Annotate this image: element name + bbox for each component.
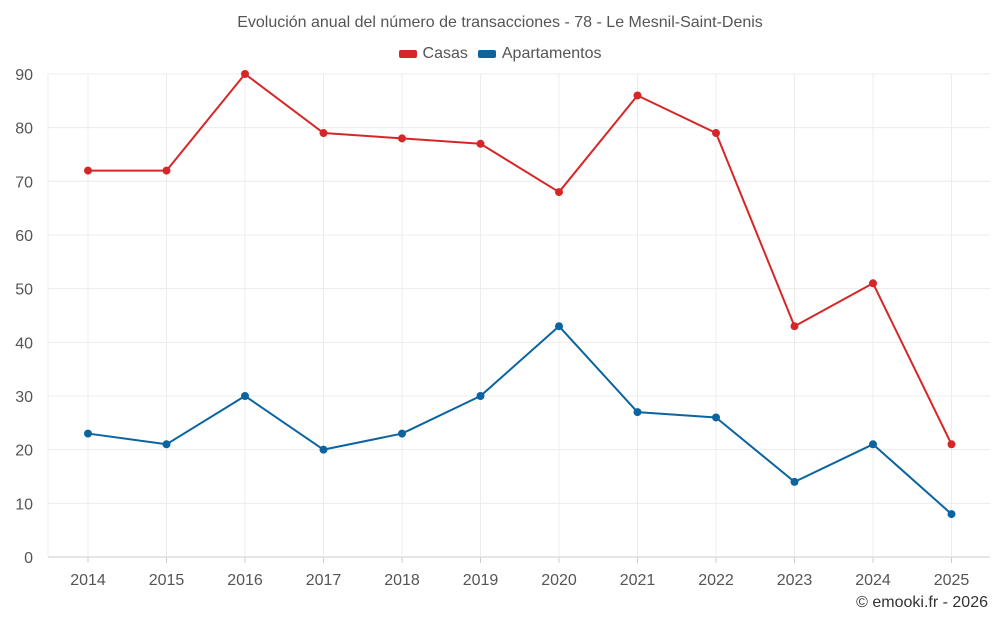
series-line-apartamentos	[87, 325, 953, 515]
data-point-apartamentos	[869, 440, 877, 449]
legend-item-apartamentos[interactable]: Apartamentos	[477, 45, 602, 63]
series-line-casas	[88, 73, 953, 445]
data-point-apartamentos	[633, 408, 642, 417]
x-tick-label: 2016	[227, 572, 263, 589]
chart-legend: Casas Apartamentos	[0, 45, 1000, 63]
x-tick-label: 2022	[698, 572, 734, 589]
data-point-casas	[319, 129, 328, 138]
x-tick-label: 2023	[777, 572, 813, 589]
x-tick-label: 2017	[306, 572, 342, 589]
data-point-casas	[790, 322, 799, 331]
data-point-apartamentos	[712, 413, 720, 422]
data-point-casas	[633, 91, 642, 100]
data-point-apartamentos	[947, 510, 956, 519]
data-point-casas	[84, 166, 92, 175]
y-tick-label: 20	[15, 443, 33, 460]
data-point-apartamentos	[84, 429, 92, 438]
legend-swatch-casas	[398, 50, 417, 58]
data-point-casas	[555, 188, 563, 197]
x-tick-label: 2025	[934, 572, 970, 589]
y-tick-label: 50	[15, 282, 33, 299]
y-tick-label: 80	[15, 121, 33, 138]
data-point-casas	[947, 440, 956, 449]
data-point-apartamentos	[319, 445, 328, 454]
y-tick-label: 90	[15, 67, 33, 84]
data-point-apartamentos	[162, 440, 171, 449]
data-point-apartamentos	[555, 322, 563, 331]
x-tick-label: 2021	[620, 572, 656, 589]
y-tick-label: 40	[15, 335, 33, 352]
copyright-credit: © emooki.fr - 2026	[856, 594, 988, 611]
data-point-casas	[398, 134, 406, 143]
x-tick-label: 2024	[855, 572, 891, 589]
data-point-casas	[476, 139, 485, 148]
data-point-casas	[869, 279, 877, 288]
x-tick-label: 2020	[541, 572, 577, 589]
x-tick-label: 2019	[463, 572, 499, 589]
y-tick-label: 10	[15, 496, 33, 513]
x-tick-label: 2018	[384, 572, 420, 589]
x-tick-label: 2014	[70, 572, 106, 589]
legend-label-apartamentos: Apartamentos	[501, 45, 602, 62]
legend-swatch-apartamentos	[477, 50, 496, 58]
data-point-apartamentos	[241, 392, 249, 400]
data-point-casas	[712, 129, 720, 138]
legend-item-casas[interactable]: Casas	[398, 45, 468, 63]
y-tick-label: 60	[15, 228, 33, 245]
chart-title: Evolución anual del número de transaccio…	[237, 14, 763, 31]
data-point-casas	[241, 70, 249, 78]
data-point-apartamentos	[398, 429, 406, 438]
data-point-casas	[162, 166, 171, 175]
data-point-apartamentos	[790, 477, 799, 486]
legend-label-casas: Casas	[422, 45, 468, 62]
x-tick-label: 2015	[149, 572, 185, 589]
y-tick-label: 70	[15, 174, 33, 191]
y-tick-label: 30	[15, 389, 33, 406]
data-point-apartamentos	[476, 392, 485, 400]
y-tick-label: 0	[24, 550, 33, 567]
